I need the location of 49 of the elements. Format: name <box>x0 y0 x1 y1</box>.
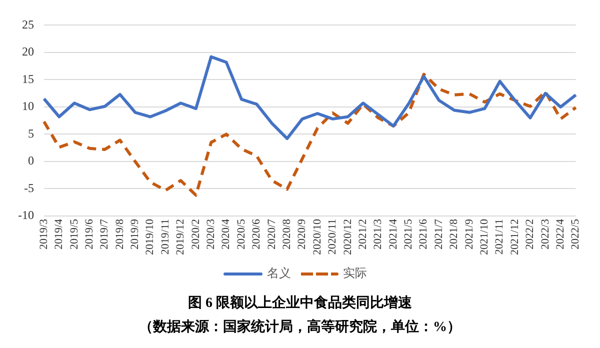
x-tick-label: 2020/5 <box>235 218 248 250</box>
x-tick-label: 2019/11 <box>159 218 172 255</box>
x-tick-label: 2019/12 <box>174 218 187 256</box>
line-series <box>42 72 578 197</box>
x-tick-label: 2019/8 <box>114 218 126 250</box>
x-tick-label: 2021/9 <box>463 218 476 250</box>
x-tick-label: 2020/12 <box>342 218 354 256</box>
x-tick-label: 2021/7 <box>432 218 445 250</box>
x-tick-label: 2021/4 <box>387 218 400 250</box>
y-tick-label: -10 <box>18 208 34 222</box>
legend-label: 实际 <box>343 266 367 280</box>
x-tick-label: 2020/9 <box>296 218 308 250</box>
x-tick-label: 2020/10 <box>311 218 324 256</box>
x-tick-label: 2020/6 <box>250 218 263 250</box>
x-tick-label: 2021/12 <box>508 218 521 256</box>
x-tick-label: 2020/7 <box>266 218 278 250</box>
y-tick-label: 5 <box>28 126 34 140</box>
x-tick-label: 2022/2 <box>524 218 536 250</box>
y-tick-label: 15 <box>22 72 34 86</box>
x-tick-label: 2019/5 <box>68 218 80 250</box>
x-tick-label: 2019/6 <box>83 218 96 250</box>
x-tick-label: 2019/10 <box>144 218 156 256</box>
y-tick-label: 0 <box>28 154 34 168</box>
x-tick-label: 2021/3 <box>372 218 384 250</box>
x-tick-label: 2020/8 <box>280 218 293 250</box>
y-tick-label: 25 <box>22 17 34 32</box>
legend-label: 名义 <box>267 266 291 280</box>
x-tick-label: 2021/10 <box>478 218 491 256</box>
x-tick-label: 2021/5 <box>402 218 415 250</box>
y-tick-label: -5 <box>24 180 34 195</box>
x-tick-label: 2020/4 <box>220 218 232 250</box>
y-tick-label: 20 <box>22 44 34 59</box>
y-tick-label: 10 <box>22 99 34 114</box>
x-tick-label: 2022/4 <box>554 218 566 250</box>
x-tick-label: 2019/7 <box>98 218 111 250</box>
text: （数据来源：国家统计局，高等研究院，单位：%） <box>138 318 462 336</box>
text: 图 6 限额以上企业中食品类同比增速 <box>187 294 413 312</box>
x-tick-label: 2019/4 <box>53 218 66 250</box>
x-tick-label: 2020/2 <box>190 218 202 250</box>
x-tick-label: 2020/3 <box>205 218 218 250</box>
x-tick-label: 2021/6 <box>418 218 430 250</box>
x-tick-label: 2021/2 <box>356 218 369 250</box>
x-tick-label: 2022/5 <box>570 218 582 250</box>
x-tick-label: 2019/3 <box>38 218 50 250</box>
x-tick-label: 2020/11 <box>326 218 339 255</box>
x-tick-label: 2021/11 <box>494 218 506 255</box>
x-tick-label: 2019/9 <box>129 218 142 250</box>
x-tick-label: 2022/3 <box>539 218 552 250</box>
x-tick-label: 2021/8 <box>448 218 460 250</box>
